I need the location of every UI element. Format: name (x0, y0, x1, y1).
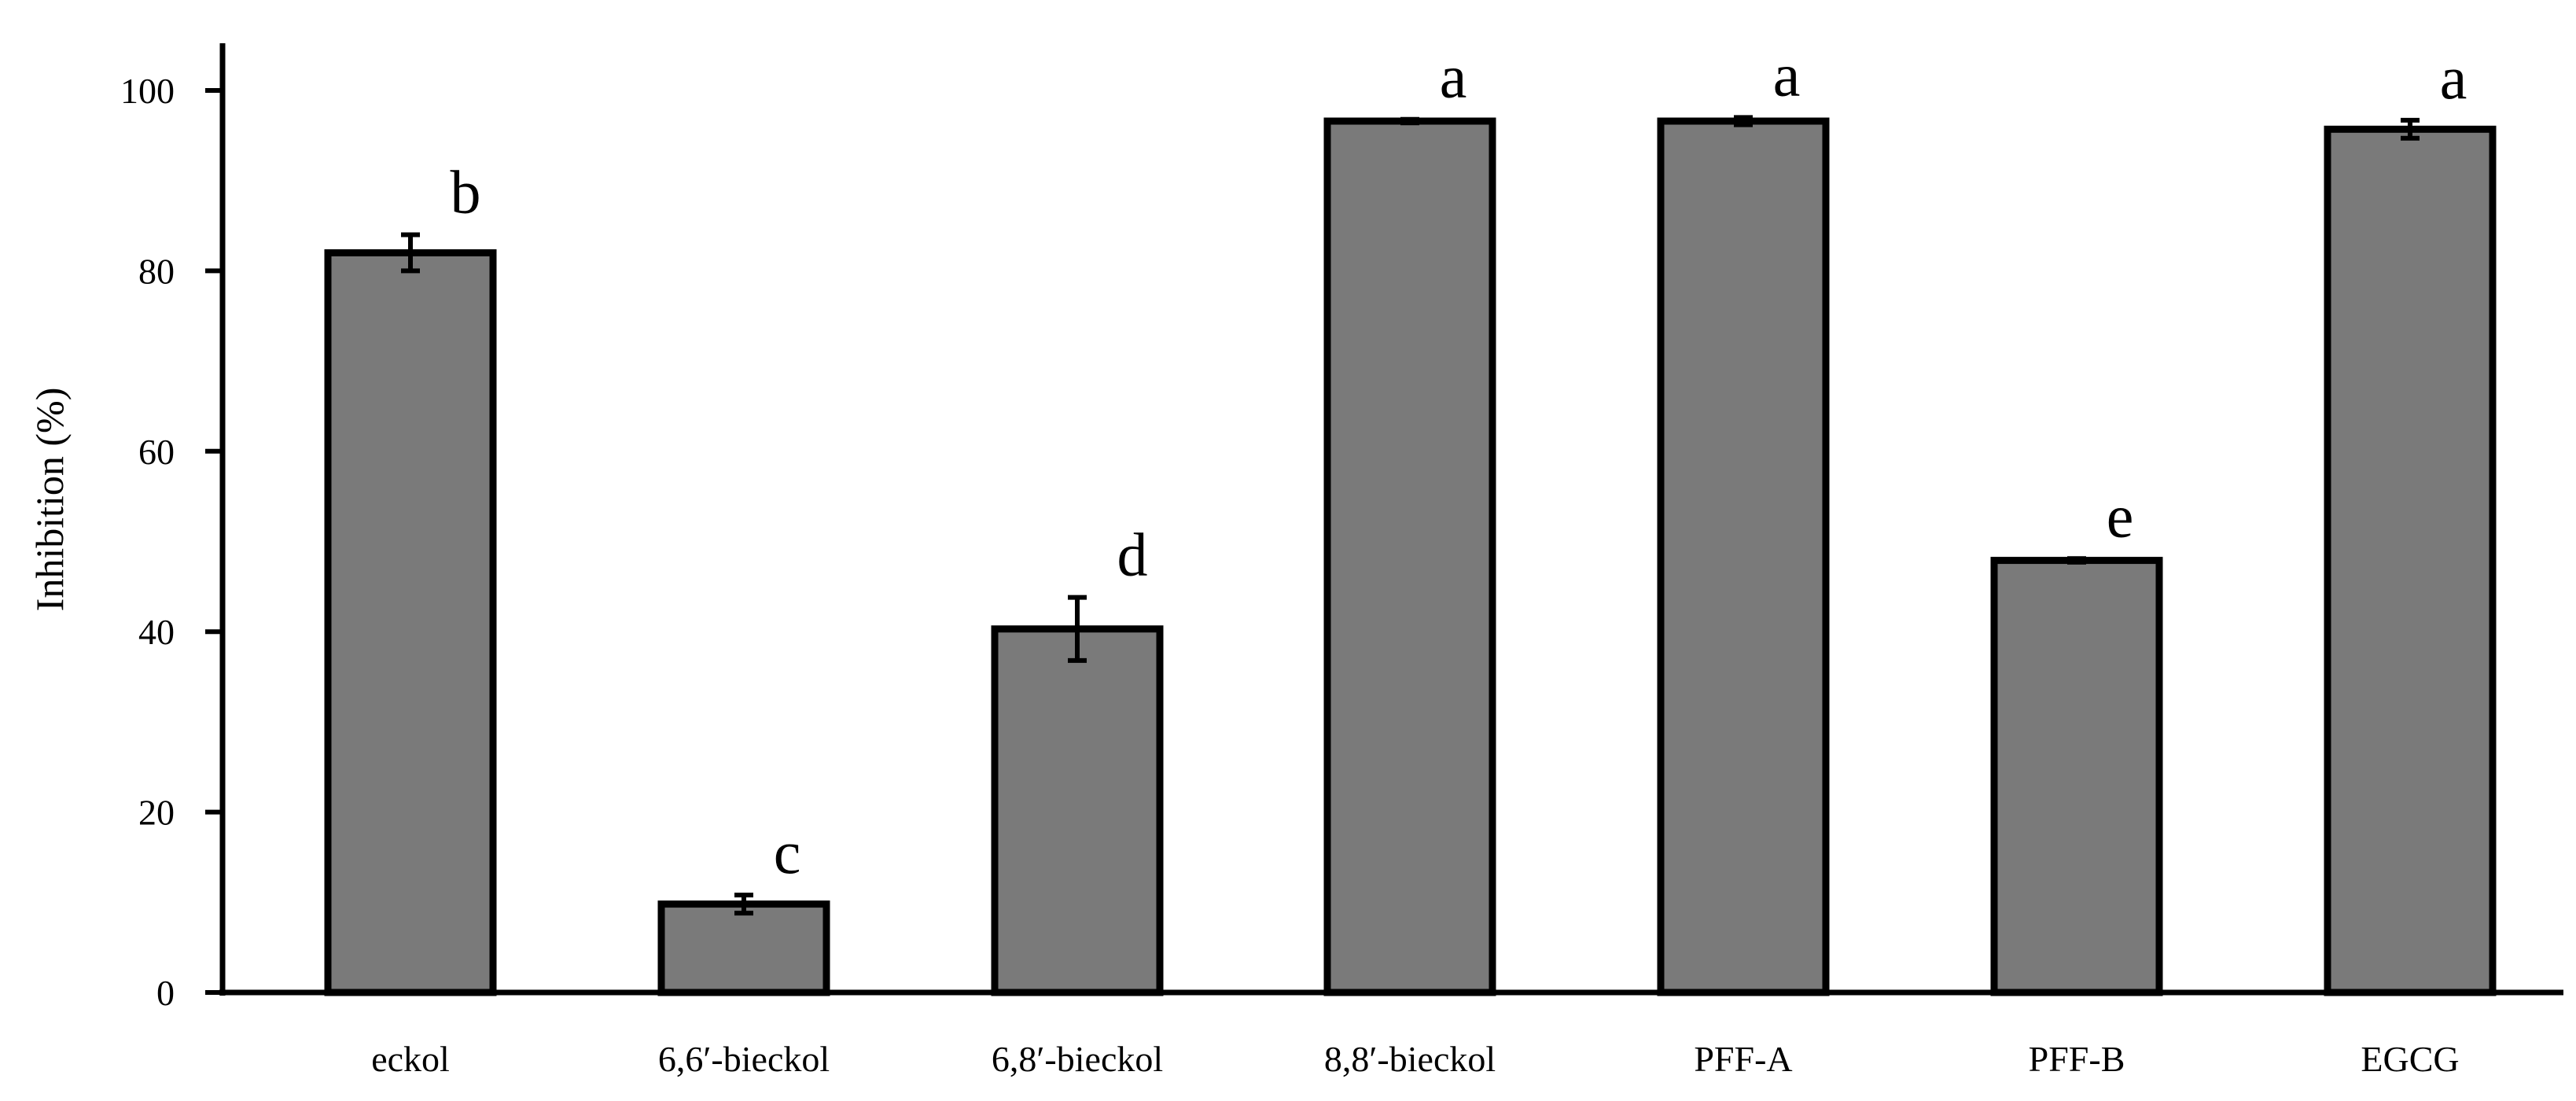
significance-label-0: b (451, 158, 481, 226)
x-tick-label-4: PFF-A (1694, 1039, 1792, 1079)
y-tick-label-2: 40 (138, 612, 175, 652)
significance-label-6: a (2440, 43, 2467, 112)
x-tick-label-0: eckol (371, 1039, 450, 1079)
bar-0 (324, 249, 497, 996)
y-axis-title: Inhibition (%) (28, 388, 72, 612)
y-tick-label-1: 20 (138, 793, 175, 833)
bar-5 (1990, 557, 2163, 996)
significance-label-5: e (2107, 481, 2134, 550)
bar-2 (991, 625, 1164, 996)
bar-6 (2324, 125, 2497, 996)
significance-label-1: c (774, 818, 801, 886)
x-tick-label-2: 6,8′-bieckol (992, 1039, 1163, 1079)
y-tick-label-4: 80 (138, 251, 175, 291)
y-tick-label-5: 100 (120, 71, 175, 111)
bar-3 (1323, 117, 1496, 996)
x-tick-label-1: 6,6′-bieckol (658, 1039, 830, 1079)
significance-label-4: a (1773, 40, 1801, 109)
y-tick-label-3: 60 (138, 432, 175, 472)
x-tick-label-6: EGCG (2361, 1039, 2459, 1079)
plot-area: b eckol c 6,6′-bieckol d 6,8′-bieckol a 8,8′-bi… (120, 40, 2563, 1079)
significance-label-3: a (1440, 42, 1467, 111)
significance-label-2: d (1117, 521, 1148, 589)
bar-4 (1657, 117, 1830, 996)
x-tick-label-3: 8,8′-bieckol (1324, 1039, 1496, 1079)
x-tick-label-5: PFF-B (2029, 1039, 2125, 1079)
y-tick-label-0: 0 (156, 973, 175, 1013)
bar-1 (657, 900, 830, 996)
